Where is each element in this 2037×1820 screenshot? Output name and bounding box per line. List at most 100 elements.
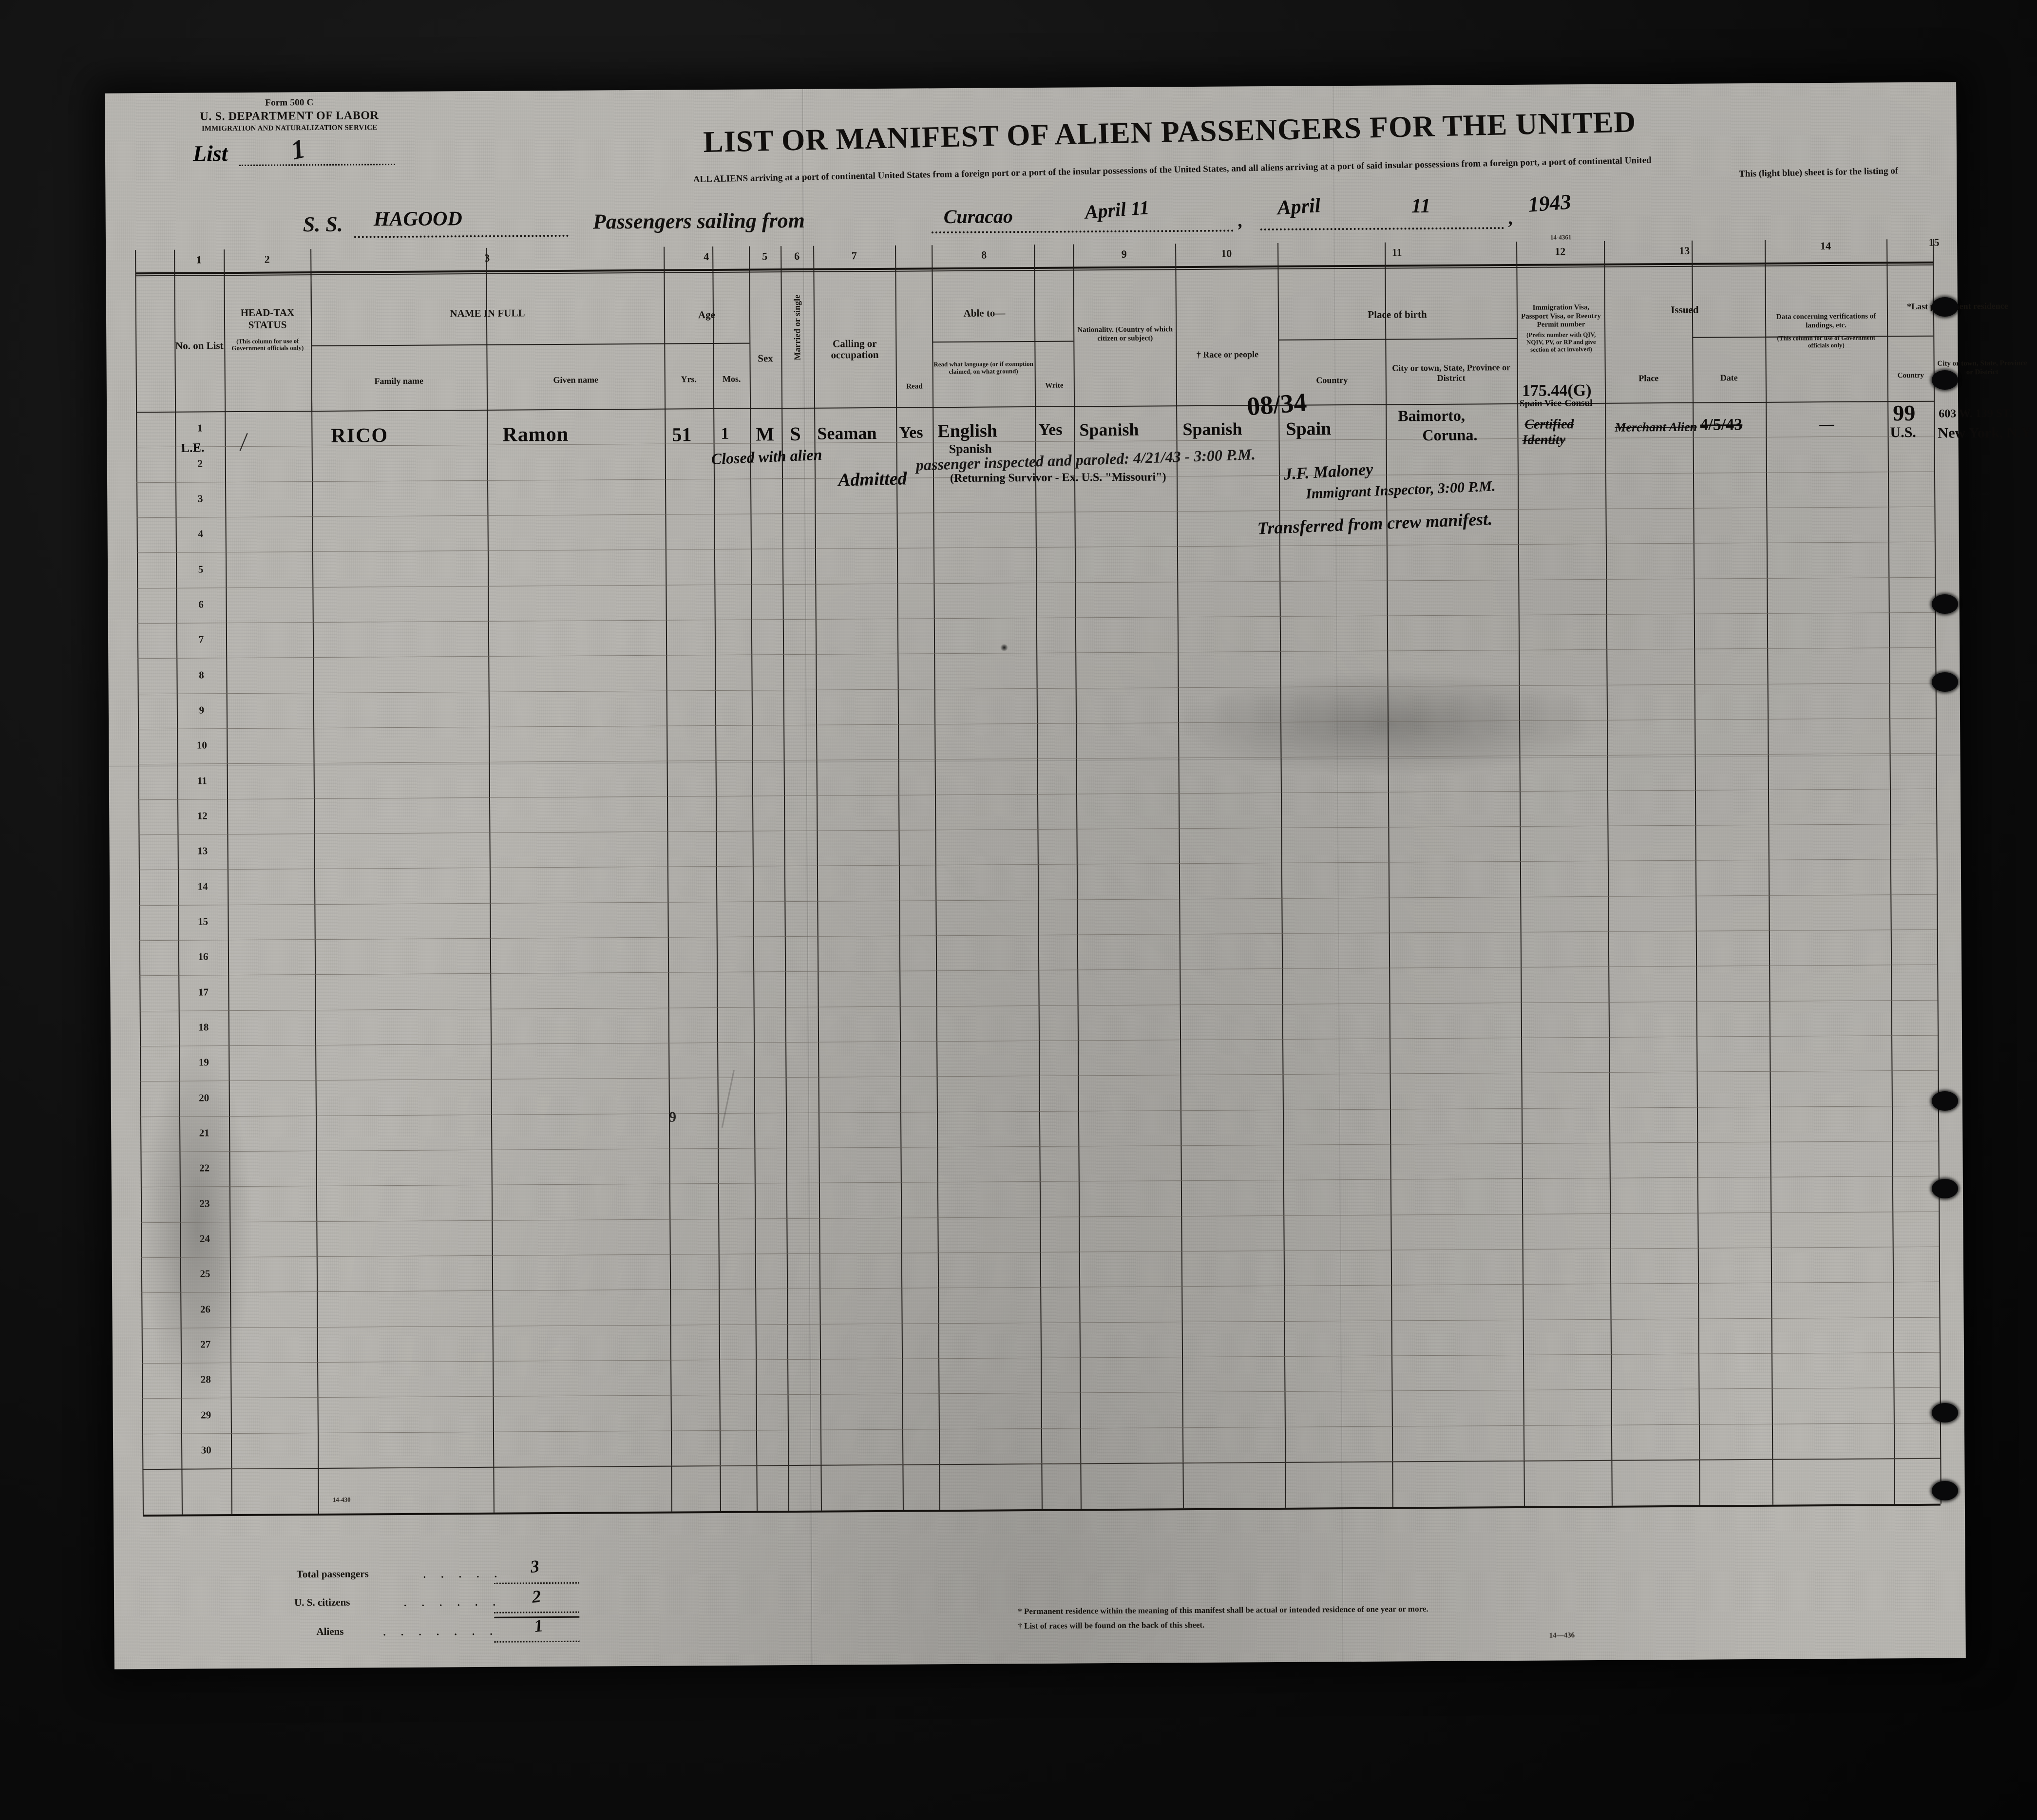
cell-residence-country: U.S. — [1890, 424, 1916, 441]
arrival-rule — [1260, 227, 1504, 231]
stray-mark-row-28: 9 — [668, 1109, 677, 1125]
cell-age-months: 1 — [721, 424, 729, 443]
cell-residence-country-number: 99 — [1893, 400, 1916, 426]
col-header-write: Write — [1045, 381, 1064, 390]
row-number: 22 — [199, 1162, 210, 1174]
us-citizens-label: U. S. citizens — [294, 1596, 350, 1609]
col-number-15: 15 — [1928, 236, 1940, 248]
aliens-rule — [494, 1640, 580, 1643]
cell-able-read: Yes — [899, 423, 923, 442]
footnote-code: 14—436 — [1549, 1631, 1575, 1640]
col-number-5: 5 — [762, 250, 768, 263]
row-number: 15 — [197, 915, 209, 928]
footnote-asterisk: * Permanent residence within the meaning… — [1018, 1604, 1428, 1616]
manifest-sheet: Form 500 C U. S. DEPARTMENT OF LABOR IMM… — [105, 82, 2034, 1669]
list-value: 1 — [288, 133, 308, 166]
total-dots: . . . . . — [423, 1568, 504, 1580]
row-number: 1 — [197, 422, 203, 434]
arrival-year: 1943 — [1527, 190, 1572, 217]
total-rule — [494, 1582, 579, 1584]
row-number: 18 — [198, 1021, 209, 1033]
col-header-able-to: Able to— — [963, 307, 1006, 319]
service-name: IMMIGRATION AND NATURALIZATION SERVICE — [201, 124, 378, 133]
cell-age-years: 51 — [672, 423, 692, 446]
cell-married-or-single: S — [790, 422, 801, 445]
grid-col-2-right — [310, 249, 319, 1514]
grid-col-sex-right — [781, 246, 789, 1511]
row-number: 16 — [198, 950, 209, 963]
manifest-table: 1 2 3 4 5 6 7 8 9 10 11 12 13 14 15 No. … — [135, 236, 2034, 1541]
col-number-10: 10 — [1221, 247, 1232, 260]
col-header-issued: Issued — [1671, 303, 1699, 316]
row-number: 5 — [198, 563, 204, 575]
row-number: 24 — [199, 1232, 210, 1245]
row-number: 3 — [197, 493, 203, 505]
col-header-place-of-birth: Place of birth — [1368, 308, 1427, 321]
port-of-departure: Curacao — [943, 205, 1013, 228]
grid-col-birth-country-right — [1385, 242, 1393, 1507]
grid-hdr-name-left — [310, 271, 313, 411]
pencil-stroke-1 — [721, 1070, 735, 1128]
row-number: 6 — [198, 598, 204, 610]
cell-birth-city: Baimorto, — [1398, 406, 1466, 425]
aliens-value: 1 — [533, 1615, 544, 1636]
col-number-4: 4 — [704, 250, 709, 263]
cell-able-write: Yes — [1038, 420, 1063, 439]
row-number: 9 — [199, 704, 205, 716]
row-number: 26 — [200, 1303, 210, 1315]
ship-label: S. S. — [303, 212, 343, 237]
col-number-3: 3 — [484, 251, 490, 264]
punch-hole — [1932, 1481, 1958, 1500]
row-number: 21 — [199, 1127, 209, 1139]
ship-rule — [354, 234, 569, 238]
col-number-11: 11 — [1391, 246, 1402, 259]
punch-hole — [1932, 594, 1958, 614]
cell-given-name: Ramon — [502, 423, 569, 446]
col-header-given-name: Given name — [553, 375, 599, 385]
col-header-age-months: Mos. — [722, 374, 741, 384]
col-header-sex: Sex — [758, 352, 773, 364]
form-identity-block: Form 500 C U. S. DEPARTMENT OF LABOR IMM… — [200, 96, 379, 133]
row-number: 11 — [197, 774, 207, 787]
col-header-occupation: Calling or occupation — [831, 337, 879, 361]
grid-col-family-right — [486, 247, 495, 1513]
col-number-8: 8 — [981, 248, 987, 261]
row-number: 17 — [198, 986, 209, 998]
col-number-6: 6 — [794, 249, 800, 262]
cell-birth-city-province: Coruna. — [1422, 426, 1478, 444]
row-number: 28 — [200, 1373, 211, 1385]
row-number: 12 — [197, 810, 208, 822]
port-date: April 11 — [1084, 196, 1150, 223]
comma-1: , — [1238, 210, 1243, 231]
row-number: 13 — [197, 845, 208, 857]
col-header-residence-country: Country — [1897, 371, 1924, 380]
grid-col-edge-left — [135, 250, 144, 1515]
cell-visa-stamp: Spain Vice-Consul — [1520, 398, 1593, 409]
row-number: 7 — [198, 633, 204, 645]
punch-hole — [1932, 1179, 1958, 1198]
inspector-title: Immigrant Inspector, 3:00 P.M. — [1305, 478, 1496, 502]
cell-birth-country: Spain — [1286, 418, 1332, 439]
cell-stamp-number: 08/34 — [1246, 387, 1308, 421]
row-number: 29 — [201, 1408, 211, 1421]
col-header-age-years: Yrs. — [681, 374, 697, 384]
cell-residence-city: New York, N.Y. — [1938, 424, 2034, 441]
footnote-dagger: † List of races will be found on the bac… — [1018, 1620, 1205, 1631]
col-number-1: 1 — [196, 253, 202, 266]
col-header-birth-country: Country — [1316, 375, 1348, 385]
row-number: 23 — [199, 1197, 210, 1209]
citizens-dots: . . . . . . — [404, 1596, 502, 1609]
col-header-family-name: Family name — [374, 376, 424, 386]
cell-race-or-people: Spanish — [1182, 419, 1242, 439]
aliens-dots: . . . . . . . — [383, 1625, 499, 1638]
list-rule — [239, 163, 396, 166]
cell-write-language: Spanish — [1079, 419, 1139, 440]
col-header-age: Age — [698, 308, 716, 321]
row-number: 30 — [201, 1444, 211, 1456]
arrival-month: April — [1276, 194, 1321, 220]
col-number-14: 14 — [1820, 239, 1831, 252]
row-number: 20 — [199, 1091, 209, 1103]
row-number: 8 — [199, 668, 204, 681]
annotation-transferred: Transferred from crew manifest. — [1256, 509, 1493, 538]
bottom-code: 14-430 — [332, 1496, 351, 1503]
